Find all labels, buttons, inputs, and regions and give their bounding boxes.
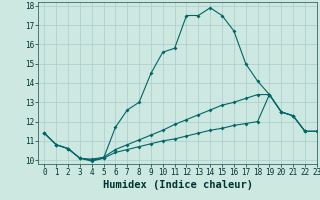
X-axis label: Humidex (Indice chaleur): Humidex (Indice chaleur): [103, 180, 252, 190]
